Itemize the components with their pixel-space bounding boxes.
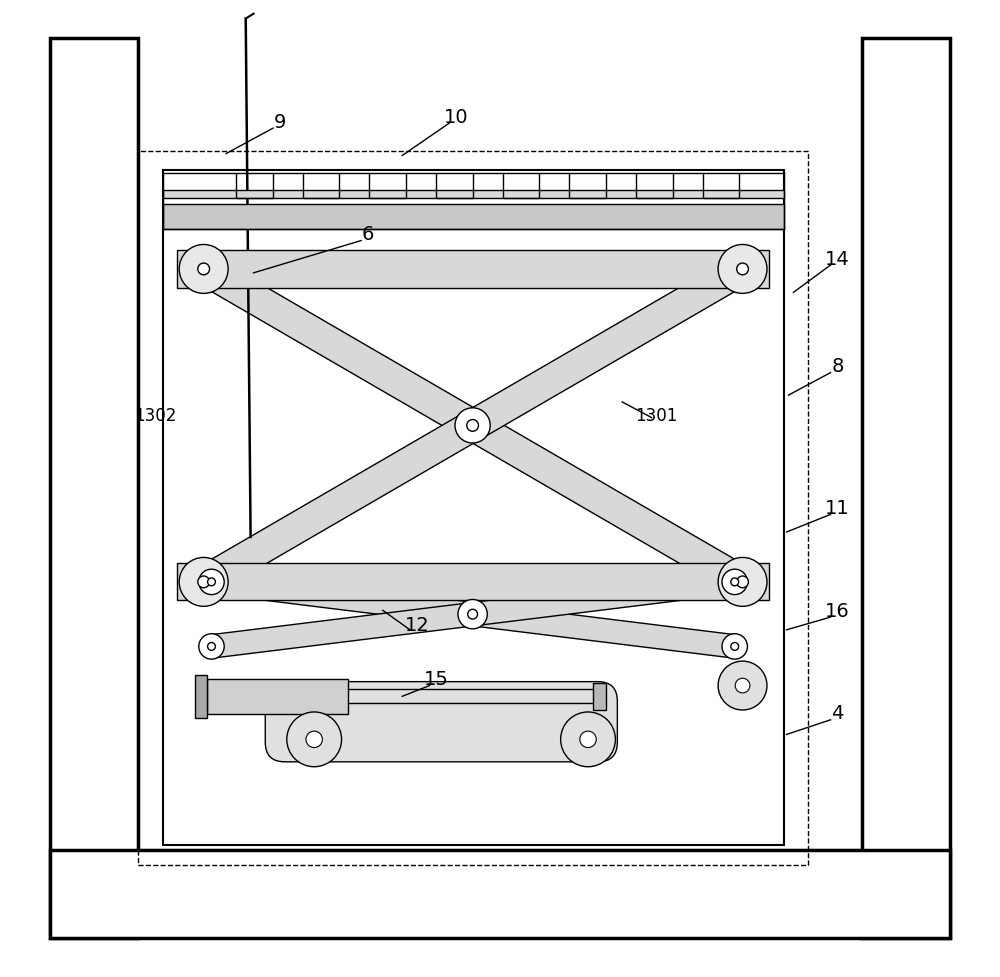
- Circle shape: [179, 558, 228, 607]
- Bar: [195, 675, 207, 718]
- Circle shape: [731, 578, 739, 586]
- Text: 9: 9: [274, 112, 286, 132]
- Circle shape: [198, 576, 210, 588]
- Circle shape: [731, 643, 739, 651]
- Bar: [138, 151, 808, 865]
- Circle shape: [561, 712, 615, 767]
- Circle shape: [287, 712, 342, 767]
- Circle shape: [722, 570, 747, 595]
- Circle shape: [737, 576, 748, 588]
- Bar: [177, 564, 769, 601]
- FancyBboxPatch shape: [265, 682, 617, 762]
- Bar: [593, 683, 606, 710]
- Text: 4: 4: [831, 703, 844, 723]
- Text: 11: 11: [825, 498, 850, 518]
- Bar: [207, 679, 348, 714]
- Bar: [163, 191, 784, 198]
- Text: 16: 16: [825, 601, 850, 620]
- Circle shape: [467, 420, 478, 432]
- Circle shape: [718, 245, 767, 294]
- Bar: [177, 251, 769, 288]
- Circle shape: [735, 678, 750, 694]
- Text: 1301: 1301: [635, 406, 678, 424]
- Text: 6: 6: [362, 225, 374, 244]
- Circle shape: [468, 610, 478, 619]
- Circle shape: [198, 264, 210, 276]
- Bar: [50, 850, 950, 938]
- Circle shape: [306, 732, 322, 747]
- Circle shape: [208, 578, 215, 586]
- Circle shape: [722, 634, 747, 659]
- Text: 8: 8: [831, 357, 844, 376]
- Bar: [862, 39, 950, 938]
- Circle shape: [199, 570, 224, 595]
- Polygon shape: [210, 571, 736, 658]
- Polygon shape: [210, 571, 736, 658]
- Bar: [163, 205, 784, 230]
- Text: 1302: 1302: [135, 406, 177, 424]
- Bar: [163, 171, 784, 845]
- Text: 10: 10: [444, 107, 468, 127]
- Circle shape: [455, 408, 490, 444]
- Circle shape: [208, 643, 215, 651]
- Text: 15: 15: [424, 669, 449, 689]
- Circle shape: [737, 264, 748, 276]
- Polygon shape: [196, 256, 750, 596]
- Circle shape: [458, 600, 487, 629]
- Circle shape: [580, 732, 596, 747]
- Text: 14: 14: [825, 249, 850, 269]
- Circle shape: [718, 661, 767, 710]
- Circle shape: [179, 245, 228, 294]
- Circle shape: [718, 558, 767, 607]
- Circle shape: [199, 634, 224, 659]
- Bar: [50, 39, 138, 938]
- Polygon shape: [196, 256, 750, 596]
- Text: 12: 12: [404, 616, 429, 635]
